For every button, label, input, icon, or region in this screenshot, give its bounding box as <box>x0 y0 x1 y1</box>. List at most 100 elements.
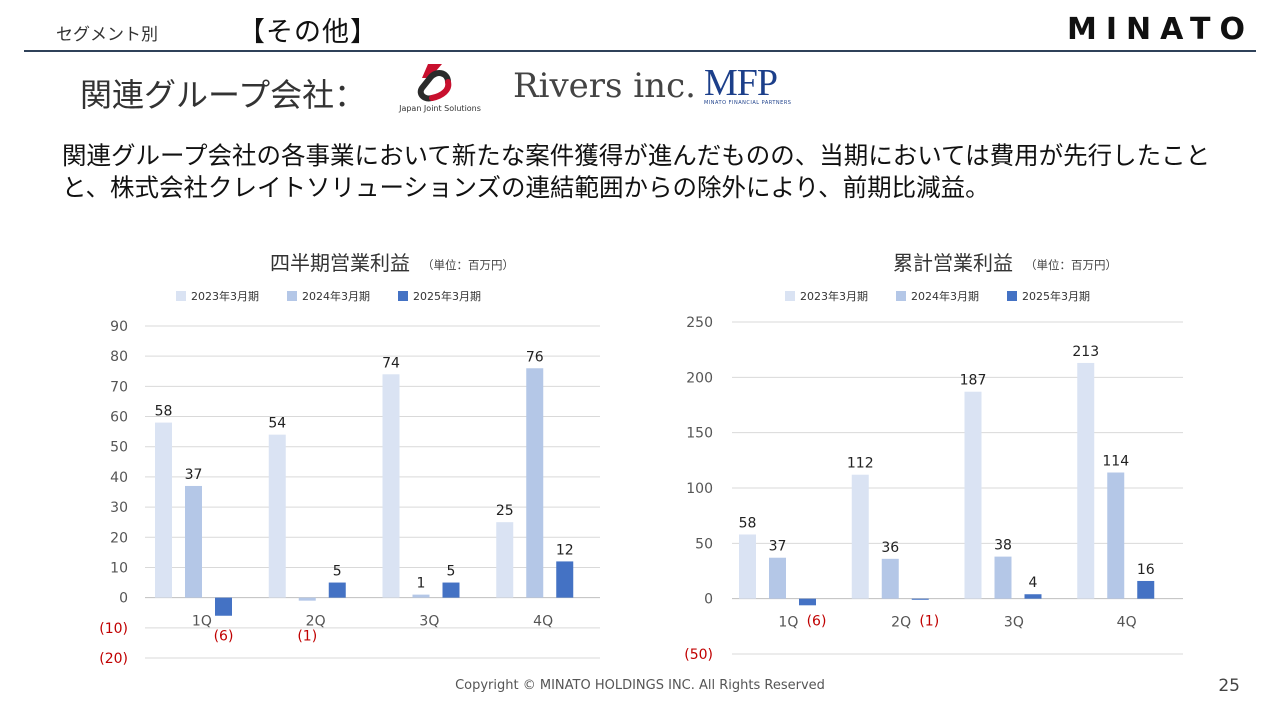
legend-swatch <box>176 291 186 301</box>
japan-joint-solutions-logo: Japan Joint Solutions <box>392 60 488 114</box>
data-label: (6) <box>807 614 827 630</box>
bar <box>185 485 202 598</box>
bar <box>964 391 982 599</box>
data-label: 74 <box>382 355 400 371</box>
x-category-label: 2Q <box>891 615 911 631</box>
data-label: 187 <box>960 373 987 389</box>
chart-unit-label: （単位：百万円） <box>422 258 514 272</box>
legend-label: 2023年3月期 <box>191 289 259 303</box>
data-label: 16 <box>1137 562 1155 578</box>
footer-copyright: Copyright © MINATO HOLDINGS INC. All Rig… <box>455 678 825 693</box>
data-label: 5 <box>447 564 456 580</box>
section-title: 【その他】 <box>238 17 378 48</box>
x-category-label: 3Q <box>1004 615 1024 631</box>
bar <box>1077 362 1095 599</box>
x-category-label: 1Q <box>192 614 212 630</box>
data-label: 38 <box>994 538 1012 554</box>
y-tick-label: 40 <box>110 470 128 486</box>
bar <box>881 558 899 599</box>
legend-label: 2024年3月期 <box>911 289 979 303</box>
bar <box>994 556 1012 599</box>
mfp-logo-subtitle: MINATO FINANCIAL PARTNERS <box>704 100 792 106</box>
data-label: 4 <box>1029 575 1038 591</box>
chart-title: 四半期営業利益 <box>270 251 410 275</box>
y-tick-label: 90 <box>110 319 128 335</box>
group-companies-label: 関連グループ会社： <box>80 76 367 114</box>
bar <box>155 422 172 598</box>
data-label: (6) <box>214 629 234 645</box>
y-tick-label: 80 <box>110 349 128 365</box>
y-tick-label: 30 <box>110 500 128 516</box>
jjs-logo-text: Japan Joint Solutions <box>398 104 481 113</box>
bar <box>1107 472 1125 599</box>
data-label: (1) <box>297 629 317 645</box>
data-label: 5 <box>333 564 342 580</box>
y-tick-label: (20) <box>99 651 128 667</box>
header-divider <box>24 50 1256 52</box>
bar <box>328 582 346 598</box>
data-label: 58 <box>155 404 173 420</box>
y-tick-label: 250 <box>686 315 713 331</box>
rivers-inc-logo: Rivers inc. <box>513 66 696 106</box>
data-label: 213 <box>1072 344 1099 360</box>
quarterly-chart-svg: 四半期営業利益 （単位：百万円） 2023年3月期 2024年3月期 2025年3月期 9… <box>99 251 600 667</box>
legend-swatch <box>287 291 297 301</box>
y-tick-label: 0 <box>119 591 128 607</box>
x-category-label: 2Q <box>306 614 326 630</box>
y-tick-label: 0 <box>704 592 713 608</box>
bar <box>769 557 786 599</box>
segment-label: セグメント別 <box>56 25 158 45</box>
x-category-label: 4Q <box>533 614 553 630</box>
data-label: (1) <box>919 614 939 630</box>
y-tick-label: 10 <box>110 560 128 576</box>
y-tick-label: 60 <box>110 410 128 426</box>
legend-swatch <box>896 291 906 301</box>
bar <box>851 474 869 599</box>
bar <box>382 374 400 598</box>
bar <box>442 582 460 598</box>
x-category-label: 3Q <box>419 614 439 630</box>
bar <box>268 434 286 598</box>
jjs-mark-icon: Japan Joint Solutions <box>398 64 481 113</box>
data-label: 112 <box>847 456 874 472</box>
chart-unit-label: （単位：百万円） <box>1025 258 1117 272</box>
legend-swatch <box>785 291 795 301</box>
bar <box>1024 594 1042 599</box>
legend-label: 2025年3月期 <box>1022 289 1090 303</box>
bar <box>556 561 574 598</box>
legend-swatch <box>398 291 408 301</box>
segment-description: 関連グループ会社の各事業において新たな案件獲得が進んだものの、当期においては費用… <box>62 141 1211 202</box>
data-label: 76 <box>526 349 544 365</box>
chart-title: 累計営業利益 <box>893 251 1013 275</box>
y-tick-label: 20 <box>110 530 128 546</box>
bar <box>739 534 756 599</box>
bar <box>215 597 232 616</box>
y-tick-label: (50) <box>684 647 713 663</box>
bar <box>496 522 514 598</box>
legend-label: 2024年3月期 <box>302 289 370 303</box>
data-label: 12 <box>556 542 574 558</box>
y-tick-label: 100 <box>686 481 713 497</box>
bar <box>526 368 544 598</box>
bar <box>799 598 816 606</box>
data-label: 37 <box>185 467 203 483</box>
legend-label: 2023年3月期 <box>800 289 868 303</box>
y-tick-label: 150 <box>686 426 713 442</box>
bar <box>412 594 430 598</box>
cumulative-chart-svg: 累計営業利益 （単位：百万円） 2023年3月期 2024年3月期 2025年3月期 25… <box>684 251 1183 663</box>
bar <box>1137 580 1155 599</box>
page-number: 25 <box>1218 676 1240 696</box>
y-tick-label: 70 <box>110 379 128 395</box>
y-tick-label: (10) <box>99 621 128 637</box>
x-category-label: 4Q <box>1117 615 1137 631</box>
y-tick-label: 200 <box>686 370 713 386</box>
mfp-logo: MFP MINATO FINANCIAL PARTNERS <box>704 64 796 110</box>
y-tick-label: 50 <box>695 536 713 552</box>
data-label: 54 <box>268 416 286 432</box>
y-tick-label: 50 <box>110 440 128 456</box>
bar <box>298 597 316 601</box>
data-label: 37 <box>769 539 787 555</box>
legend-label: 2025年3月期 <box>413 289 481 303</box>
data-label: 1 <box>417 576 426 592</box>
legend-swatch <box>1007 291 1017 301</box>
